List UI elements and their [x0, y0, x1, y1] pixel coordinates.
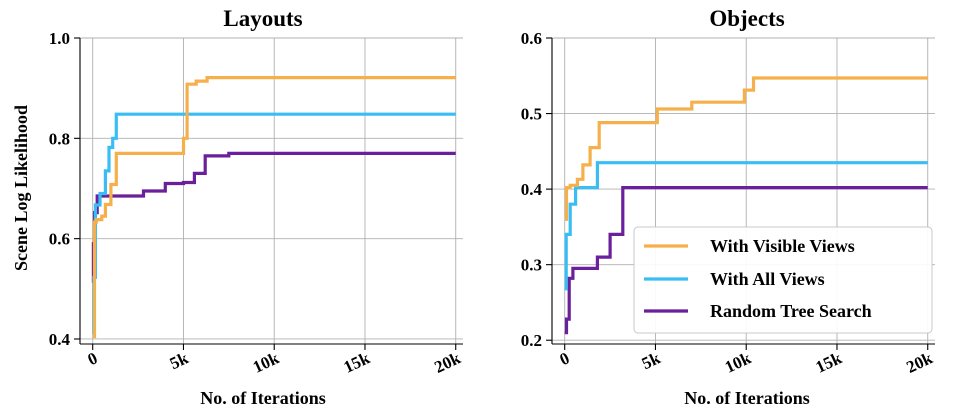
- objects-x-ticks: 0 5k 10k 15k 20k: [557, 344, 936, 377]
- objects-xlabel: No. of Iterations: [684, 388, 809, 408]
- legend-label-visible-views: With Visible Views: [710, 236, 855, 256]
- objects-series-with-visible-views: [564, 76, 928, 221]
- objects-series-random-tree-search: [564, 186, 928, 335]
- layouts-spines: [79, 38, 463, 345]
- objects-y-ticks: 0.2 0.3 0.4 0.5 0.6: [521, 29, 552, 350]
- objects-x-tick-label: 0: [557, 348, 573, 369]
- layouts-x-tick-label: 15k: [341, 348, 374, 377]
- layouts-y-tick-label: 0.4: [49, 330, 71, 349]
- layouts-x-tick-label: 20k: [431, 348, 464, 377]
- legend-label-all-views: With All Views: [710, 269, 825, 289]
- layouts-ylabel: Scene Log Likelihood: [11, 105, 31, 271]
- objects-y-tick-label: 0.4: [521, 180, 543, 199]
- layouts-y-tick-label: 0.6: [49, 230, 70, 249]
- layouts-y-tick-label: 1.0: [49, 29, 70, 48]
- layouts-y-tick-label: 0.8: [49, 129, 70, 148]
- layouts-xlabel: No. of Iterations: [200, 388, 325, 408]
- layouts-x-tick-label: 10k: [250, 348, 283, 377]
- layouts-title: Layouts: [223, 6, 302, 31]
- layouts-y-ticks: 0.4 0.6 0.8 1.0: [49, 29, 80, 349]
- objects-series: [564, 76, 928, 335]
- objects-x-tick-label: 15k: [813, 348, 846, 377]
- objects-title: Objects: [709, 6, 784, 31]
- objects-x-tick-label: 20k: [903, 348, 936, 377]
- layouts-series-with-visible-views: [92, 76, 456, 339]
- objects-series-with-all-views: [564, 161, 928, 291]
- objects-y-tick-label: 0.5: [521, 105, 542, 124]
- layouts-x-tick-label: 0: [85, 348, 101, 369]
- objects-y-tick-label: 0.2: [521, 331, 542, 350]
- objects-y-tick-label: 0.3: [521, 256, 542, 275]
- objects-spines: [551, 38, 935, 345]
- objects-panel: Objects No. of Iterations 0.20.30.40.50.…: [521, 6, 936, 408]
- layouts-x-ticks: 0 5k 10k 15k 20k: [85, 344, 464, 377]
- layouts-grid: [80, 37, 463, 344]
- legend: With Visible Views With All Views Random…: [633, 226, 933, 334]
- layouts-x-tick-label: 5k: [167, 348, 192, 373]
- layouts-series: [91, 76, 456, 339]
- legend-label-random-tree-search: Random Tree Search: [710, 301, 872, 321]
- objects-x-tick-label: 10k: [722, 348, 755, 377]
- legend-box: [633, 226, 933, 334]
- objects-y-tick-label: 0.6: [521, 29, 542, 48]
- layouts-panel: Layouts Scene Log Likelihood No. of Iter…: [11, 6, 464, 408]
- objects-x-tick-label: 5k: [639, 348, 664, 373]
